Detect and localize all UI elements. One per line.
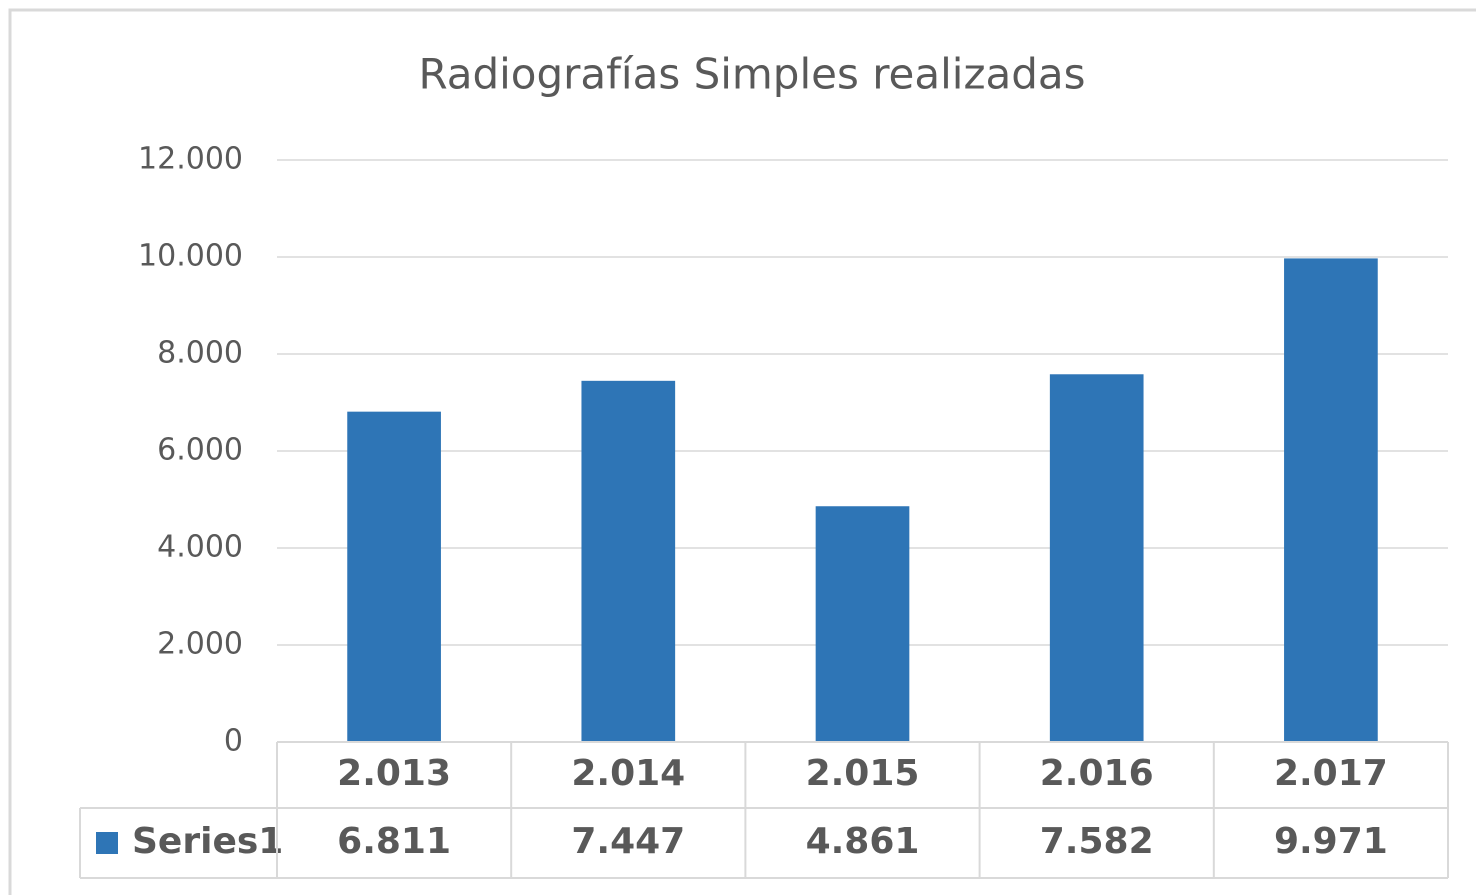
y-tick-label: 6.000 xyxy=(157,433,243,468)
x-tick-label: 2.014 xyxy=(571,753,685,794)
legend-label: Series1 xyxy=(132,821,283,862)
legend-swatch xyxy=(96,832,118,854)
table-value: 9.971 xyxy=(1274,821,1388,862)
x-tick-label: 2.013 xyxy=(337,753,451,794)
table-value: 7.582 xyxy=(1040,821,1154,862)
y-tick-label: 0 xyxy=(224,724,243,759)
x-tick-label: 2.015 xyxy=(806,753,920,794)
y-tick-label: 2.000 xyxy=(157,627,243,662)
y-tick-label: 4.000 xyxy=(157,530,243,565)
y-tick-label: 8.000 xyxy=(157,336,243,371)
table-value: 7.447 xyxy=(571,821,685,862)
bar xyxy=(347,411,441,742)
bar xyxy=(815,506,910,742)
x-tick-label: 2.016 xyxy=(1040,753,1154,794)
table-value: 6.811 xyxy=(337,821,451,862)
bar xyxy=(581,380,676,742)
bar xyxy=(1284,258,1378,742)
y-tick-label: 10.000 xyxy=(138,239,243,274)
x-tick-label: 2.017 xyxy=(1274,753,1388,794)
y-tick-label: 12.000 xyxy=(138,142,243,177)
chart-border xyxy=(8,8,1476,895)
chart-title: Radiografías Simples realizadas xyxy=(418,50,1085,99)
table-value: 4.861 xyxy=(806,821,920,862)
bar xyxy=(1049,374,1144,742)
